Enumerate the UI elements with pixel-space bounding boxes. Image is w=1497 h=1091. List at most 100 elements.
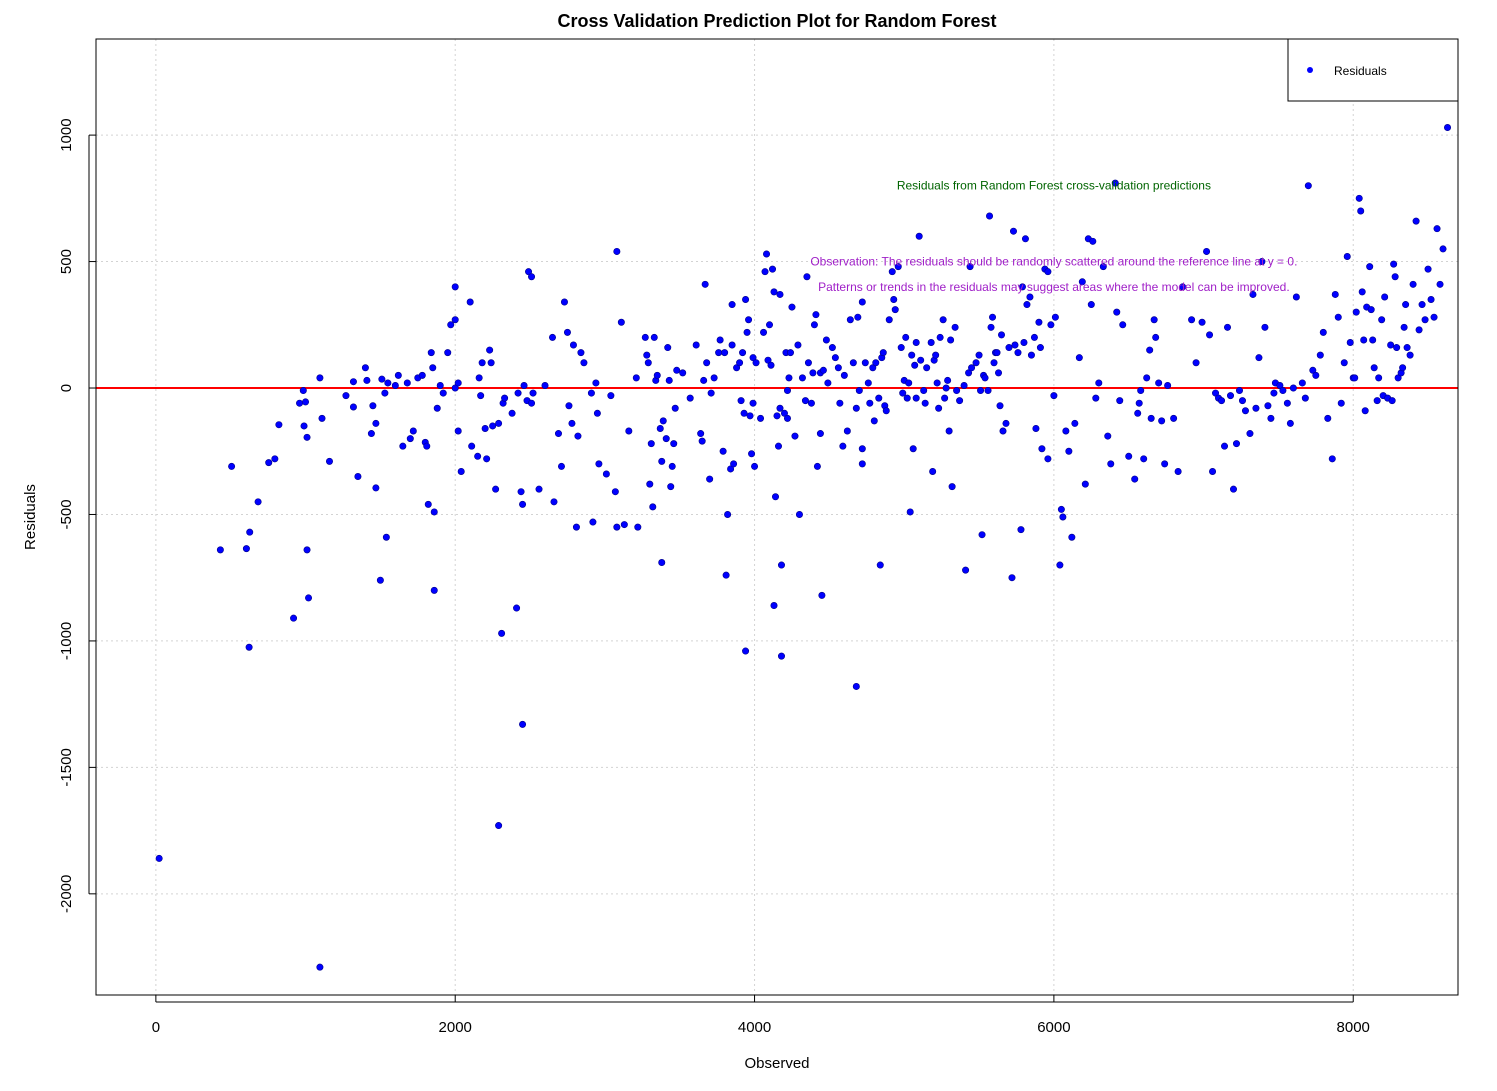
data-point	[953, 387, 961, 395]
data-point	[1062, 427, 1070, 435]
data-point	[378, 375, 386, 383]
data-point	[1381, 293, 1389, 301]
data-point	[1331, 290, 1339, 298]
data-point	[300, 422, 308, 430]
data-point	[701, 280, 709, 288]
data-point	[514, 389, 522, 397]
data-point	[406, 435, 414, 443]
data-point	[746, 412, 754, 420]
data-point	[593, 409, 601, 417]
data-point	[1002, 419, 1010, 427]
data-point	[1051, 313, 1059, 321]
data-point	[1351, 374, 1359, 382]
data-point	[418, 371, 426, 379]
data-point	[403, 379, 411, 387]
data-point	[1150, 316, 1158, 324]
data-point	[1087, 301, 1095, 309]
data-point	[1403, 344, 1411, 352]
data-point	[613, 247, 621, 255]
data-point	[777, 652, 785, 660]
data-point	[1378, 316, 1386, 324]
data-point	[1009, 227, 1017, 235]
y-tick-label: 0	[58, 384, 75, 392]
data-point	[299, 387, 307, 395]
data-point	[1050, 392, 1058, 400]
data-point	[1304, 182, 1312, 190]
data-point	[858, 445, 866, 453]
data-point	[981, 374, 989, 382]
y-tick-label: 500	[58, 249, 75, 274]
data-point	[1020, 338, 1028, 346]
data-point	[1035, 318, 1043, 326]
data-point	[1099, 263, 1107, 271]
data-point	[607, 392, 615, 400]
data-point	[742, 647, 750, 655]
data-point	[951, 323, 959, 331]
data-point	[751, 462, 759, 470]
data-point	[936, 333, 944, 341]
data-point	[1436, 280, 1444, 288]
data-point	[679, 369, 687, 377]
data-point	[763, 250, 771, 258]
data-point	[369, 402, 377, 410]
x-tick-label: 8000	[1337, 1019, 1370, 1036]
data-point	[1312, 371, 1320, 379]
data-point	[519, 720, 527, 728]
data-point	[1011, 341, 1019, 349]
data-point	[972, 359, 980, 367]
data-point	[1399, 364, 1407, 372]
data-point	[999, 427, 1007, 435]
data-point	[870, 417, 878, 425]
data-point	[658, 559, 666, 567]
data-point	[737, 397, 745, 405]
data-point	[849, 359, 857, 367]
data-point	[670, 440, 678, 448]
data-point	[1301, 394, 1309, 402]
data-point	[791, 432, 799, 440]
data-point	[349, 403, 357, 411]
data-point	[1427, 295, 1435, 303]
data-point	[1402, 301, 1410, 309]
data-point	[1328, 455, 1336, 463]
data-point	[647, 440, 655, 448]
data-point	[716, 336, 724, 344]
data-point	[580, 359, 588, 367]
data-point	[748, 450, 756, 458]
data-point	[483, 455, 491, 463]
data-point	[1179, 283, 1187, 291]
data-point	[852, 682, 860, 690]
y-axis-label: Residuals	[22, 484, 39, 550]
data-point	[1309, 366, 1317, 374]
data-point	[342, 392, 350, 400]
data-point	[569, 341, 577, 349]
data-point	[766, 321, 774, 329]
data-point	[739, 349, 747, 357]
data-point	[1238, 397, 1246, 405]
data-point	[495, 822, 503, 830]
data-point	[906, 508, 914, 516]
data-point	[246, 528, 254, 536]
data-point	[1375, 374, 1383, 382]
data-point	[818, 591, 826, 599]
data-point	[764, 356, 772, 364]
data-point	[707, 389, 715, 397]
x-axis: 0 2000 4000 6000 8000	[152, 995, 1370, 1036]
data-point	[692, 341, 700, 349]
data-point	[706, 475, 714, 483]
data-point	[316, 374, 324, 382]
data-point	[697, 430, 705, 438]
data-point	[888, 268, 896, 276]
data-point	[1418, 301, 1426, 309]
data-point	[290, 614, 298, 622]
grid-lines	[96, 39, 1458, 995]
data-point	[839, 442, 847, 450]
data-point	[1229, 485, 1237, 493]
data-point	[1424, 265, 1432, 273]
data-point	[659, 417, 667, 425]
data-point	[1235, 387, 1243, 395]
data-point	[1065, 447, 1073, 455]
data-point	[1116, 397, 1124, 405]
data-point	[1373, 397, 1381, 405]
data-point	[303, 433, 311, 441]
data-point	[436, 381, 444, 389]
